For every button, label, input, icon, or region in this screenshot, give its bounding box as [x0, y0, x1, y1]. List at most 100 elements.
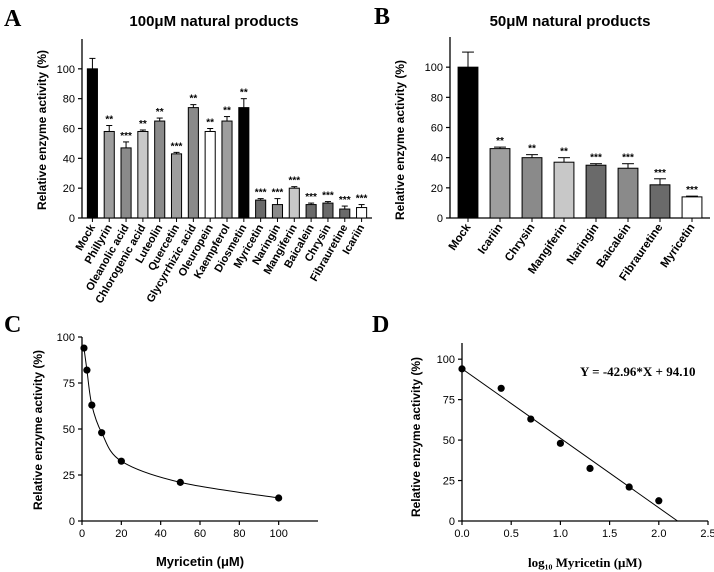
chart-d-plot	[458, 365, 678, 522]
bar-fibrauretine	[649, 184, 671, 219]
y-tick-label: 0	[69, 213, 75, 225]
chart-c-xlabel: Myricetin (μM)	[156, 554, 244, 569]
x-tick-label: 2.0	[651, 528, 666, 540]
bar-naringin	[585, 164, 607, 219]
y-tick-label: 60	[63, 124, 75, 136]
significance-mark: ***	[356, 194, 368, 205]
panel-label-a: A	[4, 6, 22, 32]
x-tick-label: 40	[155, 528, 167, 540]
bar-icariin	[356, 207, 368, 219]
bar-kaempferol	[221, 120, 233, 219]
bar-mock	[457, 66, 479, 219]
significance-mark: **	[139, 119, 147, 130]
bar-luteolin	[154, 120, 166, 219]
bar-myricetin	[681, 196, 703, 219]
bar-oleanolic-acid	[120, 147, 132, 219]
chart-a-ylabel: Relative enzyme activity (%)	[35, 50, 49, 210]
significance-mark: **	[206, 118, 214, 129]
significance-mark: **	[189, 94, 197, 105]
y-tick-label: 20	[63, 183, 75, 195]
significance-mark: ***	[288, 176, 300, 187]
bar-icariin	[489, 148, 511, 219]
bar-chrysin	[521, 157, 543, 219]
y-tick-label: 100	[425, 62, 443, 74]
y-tick-label: 80	[431, 92, 443, 104]
y-tick-label: 50	[63, 424, 75, 436]
bar-myricetin	[255, 199, 267, 219]
x-tick-label: Icariin	[476, 222, 505, 257]
bar-phillyrin	[103, 130, 115, 219]
y-tick-label: 25	[443, 476, 455, 488]
significance-mark: ***	[171, 141, 183, 152]
data-point	[655, 497, 663, 505]
significance-mark: **	[560, 147, 568, 158]
significance-mark: ***	[622, 153, 634, 164]
chart-a-title: 100μM natural products	[129, 13, 298, 30]
data-point	[176, 478, 184, 486]
y-tick-label: 25	[63, 470, 75, 482]
chart-d-axes: 0 25 50 75 100 0.0 0.5 1.0 1.5 2.0 2.5	[437, 343, 714, 540]
bar-baicalein	[617, 167, 639, 219]
significance-mark: **	[105, 115, 113, 126]
chart-d-ylabel: Relative enzyme activity (%)	[409, 357, 423, 517]
significance-mark: **	[528, 144, 536, 155]
x-tick-label: 0.5	[504, 528, 519, 540]
bar-naringin	[271, 204, 284, 219]
panel-label-d: D	[372, 312, 389, 338]
bar-mangiferin	[553, 161, 575, 219]
bar-mangiferin	[288, 187, 300, 219]
data-point	[527, 415, 535, 423]
chart-b-x-labels: Mock IcariinChrysinMangiferinNaringinBaic…	[447, 218, 697, 283]
chart-c: Relative enzyme activity (%) Myricetin (…	[31, 332, 318, 569]
significance-mark: ***	[120, 131, 132, 142]
significance-mark: **	[496, 136, 504, 147]
y-tick-label: 60	[431, 123, 443, 135]
x-tick-label: 1.5	[602, 528, 617, 540]
data-point	[80, 344, 88, 352]
chart-b-ylabel: Relative enzyme activity (%)	[393, 60, 407, 220]
significance-mark: ***	[322, 191, 334, 202]
bar-baicalein	[305, 204, 317, 219]
x-tick-label: 60	[194, 528, 206, 540]
y-tick-label: 40	[63, 153, 75, 165]
data-point	[83, 366, 91, 374]
significance-mark: **	[223, 106, 231, 117]
chart-c-ylabel: Relative enzyme activity (%)	[31, 350, 45, 510]
bar-chrysin	[322, 202, 334, 219]
significance-mark: ***	[654, 168, 666, 179]
chart-a: 100μM natural products Relative enzyme a…	[35, 13, 372, 306]
significance-mark: ***	[255, 188, 267, 199]
chart-c-axes: 0 25 50 75 100 0 20 40 60 80 100	[57, 332, 318, 540]
data-point	[98, 429, 106, 437]
y-tick-label: 40	[431, 153, 443, 165]
y-tick-label: 0	[449, 516, 455, 528]
x-tick-label: 0.0	[454, 528, 469, 540]
y-tick-label: 100	[57, 64, 75, 76]
significance-mark: **	[240, 88, 248, 99]
significance-mark: ***	[686, 185, 698, 196]
x-tick-label: 20	[115, 528, 127, 540]
x-tick-label: 80	[233, 528, 245, 540]
fit-line	[461, 368, 678, 522]
bar-diosmetin	[238, 107, 250, 219]
chart-b: 50μM natural products Relative enzyme ac…	[393, 13, 710, 283]
bar-fibrauretine	[339, 208, 351, 219]
chart-b-bars: **** ***** *********	[457, 51, 703, 219]
y-tick-label: 80	[63, 94, 75, 106]
chart-b-title: 50μM natural products	[490, 13, 651, 30]
y-tick-label: 20	[431, 183, 443, 195]
x-tick-label: Chrysin	[503, 222, 537, 264]
significance-mark: ***	[590, 153, 602, 164]
y-tick-label: 75	[443, 395, 455, 407]
y-tick-label: 75	[63, 378, 75, 390]
significance-mark: ***	[339, 195, 351, 206]
data-point	[88, 401, 96, 409]
fit-curve	[83, 347, 279, 499]
bar-glycyrrhizic-acid	[187, 107, 199, 219]
bar-chlorogenic-acid	[137, 130, 149, 219]
significance-mark: ***	[272, 188, 284, 199]
chart-d-xlabel: log₁₀ Myricetin (μM)	[528, 555, 642, 570]
chart-a-bars: *********************** ********* *** *** **…	[86, 57, 368, 219]
data-point	[586, 464, 594, 473]
